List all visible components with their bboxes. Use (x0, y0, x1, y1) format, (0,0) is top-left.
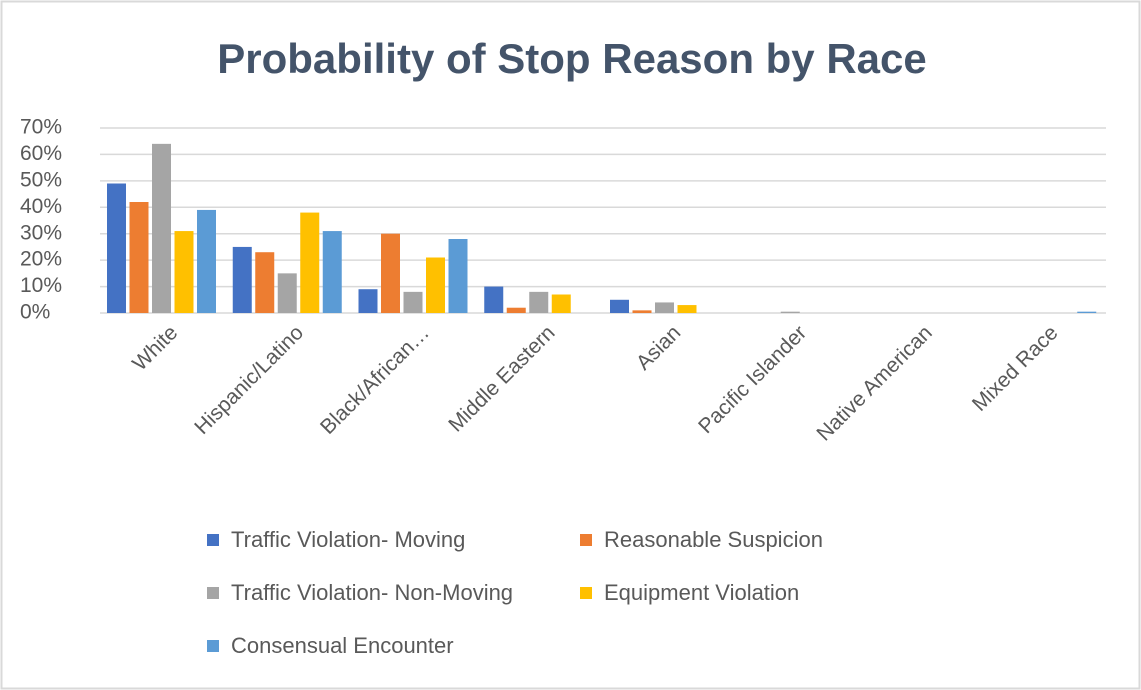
y-tick-label: 60% (20, 142, 62, 165)
y-tick-label: 40% (20, 195, 62, 218)
y-tick-label: 10% (20, 274, 62, 297)
legend-label: Reasonable Suspicion (604, 527, 823, 552)
bar (322, 231, 342, 313)
legend-label: Traffic Violation- Moving (231, 527, 465, 552)
legend-swatch (207, 640, 219, 652)
bar (197, 209, 216, 313)
legend-swatch (580, 534, 592, 546)
bar (655, 302, 674, 313)
bar (780, 311, 800, 313)
bar (174, 231, 194, 313)
y-tick-label: 70% (20, 116, 62, 139)
legend-swatch (580, 587, 592, 599)
bar (529, 291, 549, 313)
y-tick-label: 30% (20, 221, 62, 244)
bar (152, 143, 171, 313)
legend-label: Equipment Violation (604, 580, 799, 605)
bar (403, 291, 423, 313)
bar (1077, 311, 1097, 313)
y-tick-label: 50% (20, 168, 62, 191)
bar (358, 289, 378, 313)
legend-label: Traffic Violation- Non-Moving (231, 580, 513, 605)
y-tick-label: 0% (20, 301, 50, 324)
bar (232, 246, 252, 313)
legend-label: Consensual Encounter (231, 633, 454, 658)
bar (426, 257, 445, 313)
bar (677, 305, 697, 313)
legend-swatch (207, 534, 219, 546)
bar (448, 239, 468, 313)
bar (300, 212, 320, 313)
chart-title: Probability of Stop Reason by Race (217, 35, 926, 82)
bar (255, 252, 275, 313)
bar (484, 286, 504, 313)
bar (129, 202, 149, 313)
bar (107, 183, 126, 313)
y-tick-label: 20% (20, 248, 62, 271)
bar (632, 310, 652, 313)
bar (277, 273, 297, 313)
legend-swatch (207, 587, 219, 599)
bar (381, 233, 400, 313)
bar (610, 299, 629, 313)
bar (551, 294, 571, 313)
bar (506, 307, 526, 313)
